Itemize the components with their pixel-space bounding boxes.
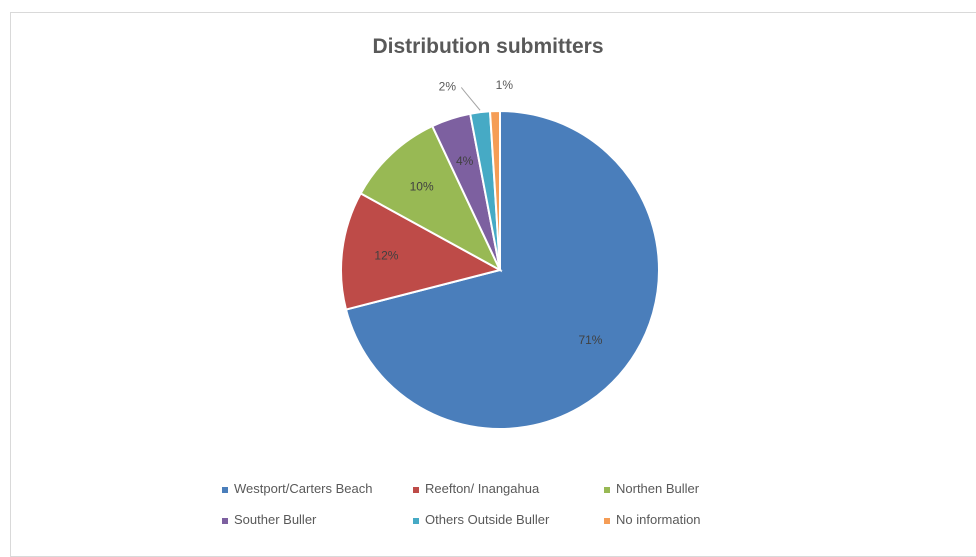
data-label-westport-carters-beach: 71%	[578, 333, 602, 347]
pie-slice-westport-carters-beach	[344, 109, 660, 430]
legend-label: Reefton/ Inangahua	[425, 481, 540, 496]
legend-swatch	[604, 487, 610, 493]
pie-slices	[340, 109, 660, 430]
legend-swatch	[222, 518, 228, 524]
legend-item-northen-buller: Northen Buller	[604, 481, 700, 496]
pie-slice-northen-buller	[359, 124, 503, 273]
legend-label: Souther Buller	[234, 512, 317, 527]
pie-slice-no-information	[488, 109, 501, 271]
legend: Westport/Carters Beach Reefton/ Inangahua…	[222, 481, 701, 527]
legend-item-westport-carters-beach: Westport/Carters Beach	[222, 481, 372, 496]
legend-label: No information	[616, 512, 701, 527]
legend-label: Northen Buller	[616, 481, 700, 496]
data-label-reefton-inangahua: 12%	[374, 249, 398, 263]
data-label-souther-buller: 4%	[456, 154, 474, 168]
legend-swatch	[222, 487, 228, 493]
leader-line	[460, 87, 481, 111]
pie-slice-reefton-inangahua	[340, 192, 503, 311]
data-labels: 71% 12% 10% 4% 2% 1%	[374, 78, 602, 347]
legend-swatch	[604, 518, 610, 524]
chart-title: Distribution submitters	[372, 35, 603, 58]
legend-item-souther-buller: Souther Buller	[222, 512, 317, 527]
legend-item-reefton-inangahua: Reefton/ Inangahua	[413, 481, 540, 496]
legend-swatch	[413, 487, 419, 493]
legend-swatch	[413, 518, 419, 524]
data-label-no-information: 1%	[496, 78, 514, 92]
legend-label: Others Outside Buller	[425, 512, 550, 527]
legend-label: Westport/Carters Beach	[234, 481, 372, 496]
data-label-others-outside-buller: 2%	[439, 79, 457, 93]
legend-item-no-information: No information	[604, 512, 701, 527]
data-label-northen-buller: 10%	[410, 180, 434, 194]
legend-item-others-outside-buller: Others Outside Buller	[413, 512, 550, 527]
